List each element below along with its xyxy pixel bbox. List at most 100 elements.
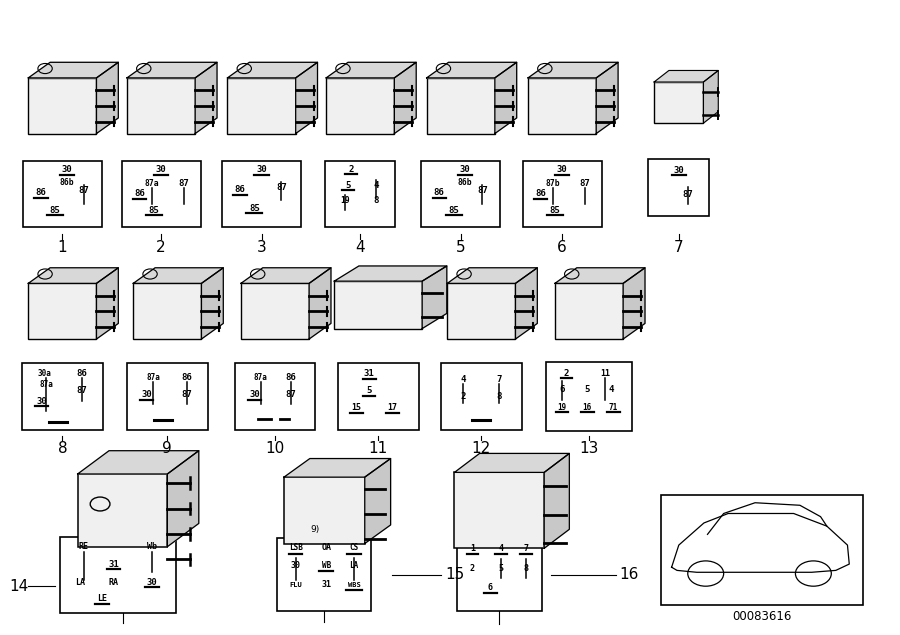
Text: 30: 30: [557, 165, 568, 175]
Polygon shape: [195, 62, 217, 133]
Polygon shape: [394, 62, 416, 133]
Bar: [222, 161, 302, 227]
Text: 71: 71: [608, 403, 618, 411]
Bar: [421, 161, 500, 227]
Text: WBS: WBS: [347, 582, 360, 587]
Polygon shape: [127, 62, 217, 78]
Polygon shape: [364, 458, 391, 544]
Text: 30a: 30a: [38, 369, 51, 378]
Polygon shape: [309, 268, 331, 339]
Text: 12: 12: [472, 441, 491, 456]
Text: 31: 31: [108, 559, 119, 568]
Text: 87: 87: [276, 183, 287, 192]
Text: LSB: LSB: [289, 544, 302, 552]
Text: 86: 86: [76, 369, 87, 378]
Text: 85: 85: [448, 206, 459, 215]
Bar: [326, 78, 394, 133]
Text: 19: 19: [340, 196, 350, 205]
Text: 86: 86: [434, 188, 445, 197]
Bar: [28, 283, 96, 339]
Text: 00083616: 00083616: [732, 610, 791, 623]
Bar: [654, 82, 704, 123]
Text: 11: 11: [369, 441, 388, 456]
Text: 3: 3: [256, 241, 266, 255]
Text: 9: 9: [163, 441, 172, 456]
Polygon shape: [334, 266, 446, 281]
Polygon shape: [284, 458, 391, 477]
Text: 13: 13: [580, 441, 598, 456]
Polygon shape: [28, 62, 118, 78]
Polygon shape: [704, 70, 718, 123]
Bar: [277, 538, 372, 611]
Text: 30: 30: [156, 165, 166, 175]
Bar: [441, 363, 522, 430]
Text: 30: 30: [291, 561, 301, 570]
Polygon shape: [96, 268, 118, 339]
Text: 86: 86: [134, 189, 145, 198]
Text: LA: LA: [349, 561, 358, 570]
Polygon shape: [228, 62, 318, 78]
Bar: [528, 78, 596, 133]
Text: 9): 9): [310, 525, 320, 534]
Text: WB: WB: [321, 561, 331, 570]
Text: 86: 86: [235, 185, 246, 194]
Text: 8: 8: [374, 196, 379, 205]
Text: 4: 4: [374, 180, 379, 190]
Polygon shape: [28, 268, 118, 283]
Text: 15: 15: [352, 403, 362, 412]
Text: 87: 87: [178, 178, 189, 188]
Text: 85: 85: [550, 206, 561, 215]
Polygon shape: [202, 268, 223, 339]
Text: 8: 8: [524, 565, 529, 573]
Text: 2: 2: [157, 241, 166, 255]
Polygon shape: [447, 268, 537, 283]
Text: 86b: 86b: [458, 178, 473, 187]
Bar: [555, 283, 623, 339]
Text: 5: 5: [585, 385, 590, 394]
Bar: [334, 281, 422, 328]
Bar: [235, 363, 315, 430]
Text: RA: RA: [109, 578, 119, 587]
Text: LA: LA: [76, 578, 86, 587]
Text: 86: 86: [35, 188, 46, 197]
Text: 87: 87: [682, 190, 693, 199]
Bar: [127, 78, 195, 133]
Polygon shape: [96, 62, 118, 133]
Text: 30: 30: [36, 397, 47, 406]
Text: 86: 86: [286, 373, 297, 382]
Text: 2: 2: [348, 164, 354, 174]
Text: 30: 30: [141, 391, 152, 399]
Text: 14: 14: [10, 578, 29, 594]
Text: 4: 4: [356, 241, 365, 255]
Polygon shape: [495, 62, 517, 133]
Bar: [338, 363, 418, 430]
Text: 7: 7: [524, 544, 529, 553]
Text: 30: 30: [249, 391, 260, 399]
Text: 87: 87: [76, 386, 87, 395]
Text: 4: 4: [499, 544, 504, 553]
Bar: [22, 363, 103, 430]
Bar: [661, 495, 863, 605]
Bar: [241, 283, 309, 339]
Bar: [456, 538, 542, 611]
Polygon shape: [77, 451, 199, 474]
Text: 19: 19: [557, 403, 567, 411]
Text: 87a: 87a: [40, 380, 53, 389]
Text: 8: 8: [58, 441, 68, 456]
Text: 4: 4: [608, 385, 614, 394]
Text: 31: 31: [321, 580, 331, 589]
Text: 30: 30: [256, 165, 267, 175]
Text: 5: 5: [345, 180, 350, 190]
Text: 10: 10: [266, 441, 284, 456]
Bar: [447, 283, 516, 339]
Text: 86: 86: [182, 373, 193, 382]
Text: 17: 17: [388, 403, 398, 412]
Text: 7: 7: [497, 375, 502, 384]
Text: 1: 1: [58, 241, 68, 255]
Text: 15: 15: [445, 567, 464, 582]
Text: 85: 85: [50, 206, 60, 215]
Polygon shape: [427, 62, 517, 78]
Text: FLU: FLU: [289, 582, 302, 587]
Text: CS: CS: [349, 544, 358, 552]
Polygon shape: [167, 451, 199, 547]
